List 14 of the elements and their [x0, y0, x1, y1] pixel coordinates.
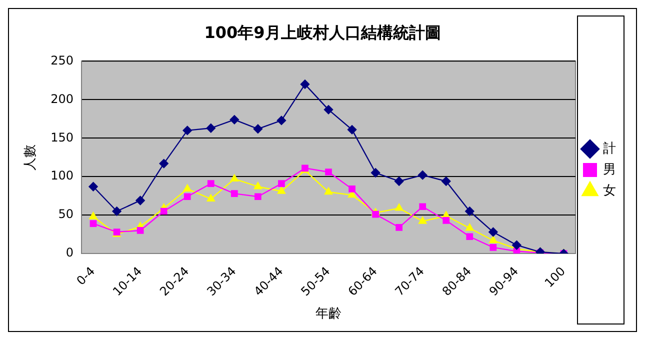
- x-tick-label: 0-4: [74, 264, 98, 288]
- legend-label: 女: [603, 183, 616, 198]
- y-tick-label: 0: [66, 246, 74, 260]
- y-axis-title: 人數: [23, 144, 38, 170]
- legend-label: 計: [603, 141, 616, 156]
- y-tick-label: 50: [58, 207, 74, 222]
- y-tick-label: 250: [50, 53, 74, 68]
- x-tick-label: 100: [542, 264, 568, 290]
- x-axis-title: 年齡: [316, 306, 342, 322]
- legend-label: 男: [603, 162, 616, 178]
- chart-title: 100年9月上岐村人口結構統計圖: [204, 22, 441, 42]
- y-tick-label: 100: [50, 168, 74, 183]
- y-tick-label: 200: [50, 92, 74, 106]
- y-tick-label: 150: [50, 130, 74, 144]
